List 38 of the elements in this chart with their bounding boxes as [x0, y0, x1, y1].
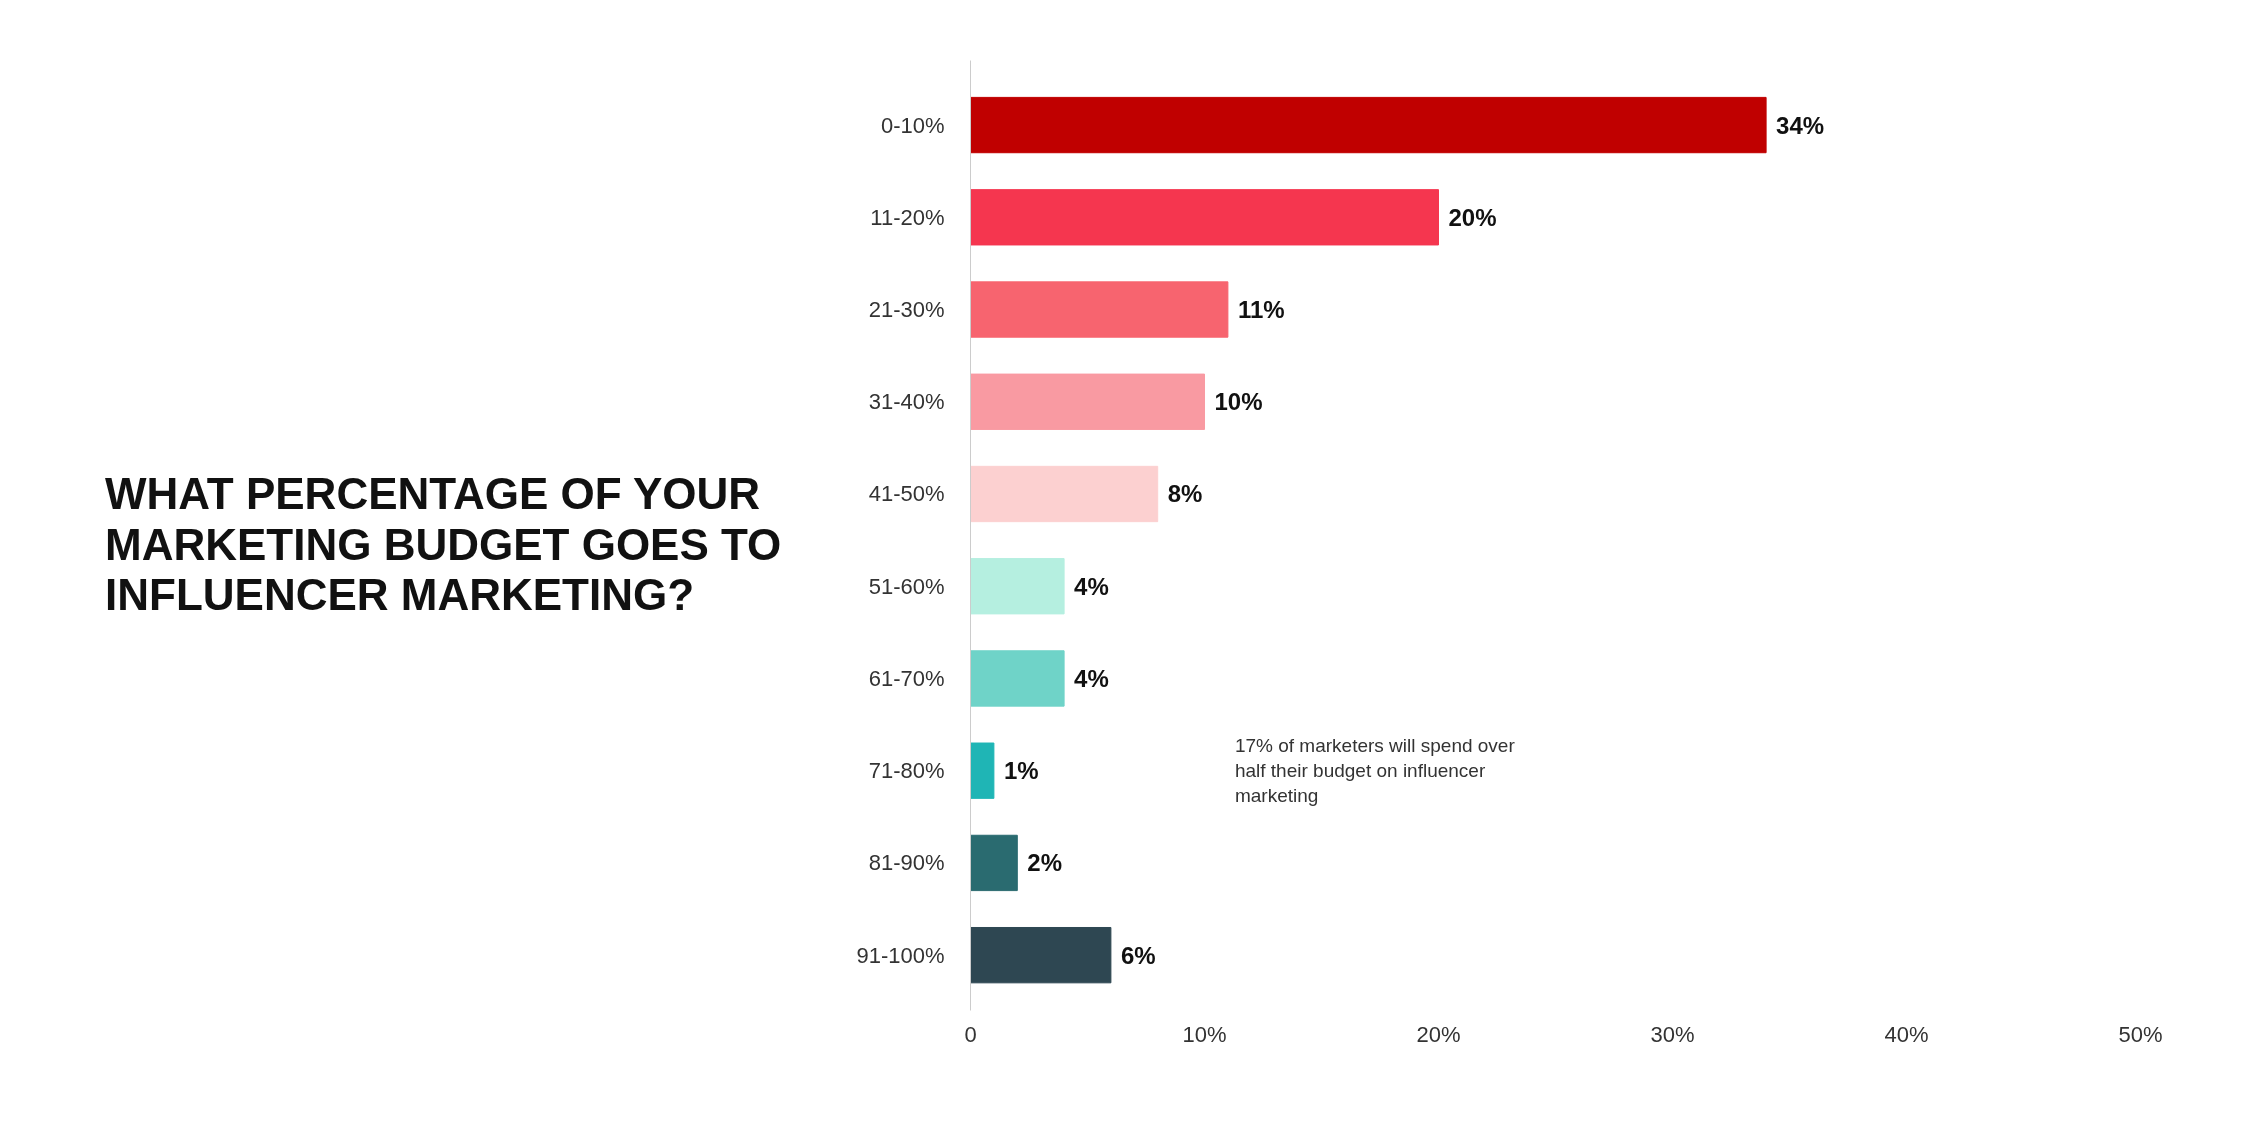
x-tick-label: 50% [2118, 1021, 2163, 1047]
annotation: 17% of marketers will spend over half their budget on influencer marketing [1234, 734, 1516, 807]
x-tick-label: 10% [1182, 1021, 1227, 1047]
data-label: 6% [1120, 941, 1156, 969]
x-tick-label: 20% [1416, 1021, 1461, 1047]
y-tick-label: 31-40% [868, 389, 945, 415]
data-label: 2% [1027, 849, 1062, 877]
data-label: 34% [1776, 111, 1825, 139]
data-label: 20% [1448, 203, 1497, 231]
y-tick-label: 51-60% [868, 573, 945, 599]
data-label: 10% [1214, 388, 1263, 416]
y-tick-label: 0-10% [880, 112, 945, 138]
x-tick-label: 40% [1884, 1021, 1929, 1047]
bar [970, 742, 995, 799]
data-label: 11% [1237, 296, 1285, 324]
data-label: 1% [1003, 757, 1039, 785]
data-label: 4% [1074, 664, 1109, 692]
y-tick-label: 21-30% [868, 297, 945, 323]
y-tick-label: 11-20% [870, 204, 945, 230]
bar [970, 834, 1018, 892]
y-tick-label: 61-70% [868, 665, 945, 691]
y-tick-label: 41-50% [868, 481, 945, 507]
y-tick-label: 91-100% [856, 942, 945, 968]
bar [970, 189, 1439, 246]
text: WHAT PERCENTAGE OF YOUR MARKETING BUDGET GOES TO INFLUENCER MARKETING? [105, 469, 783, 621]
bar [970, 465, 1159, 523]
bar [970, 926, 1112, 984]
data-label: 8% [1167, 480, 1203, 508]
y-tick-label: 71-80% [868, 758, 945, 784]
bar [970, 373, 1205, 430]
bar [970, 558, 1065, 615]
bar [970, 96, 1767, 154]
bar [970, 650, 1065, 707]
x-tick-label: 30% [1650, 1021, 1695, 1047]
y-tick-label: 81-90% [868, 850, 945, 876]
bar [970, 281, 1229, 338]
x-tick-label: 0 [964, 1021, 977, 1047]
data-label: 4% [1074, 572, 1109, 600]
